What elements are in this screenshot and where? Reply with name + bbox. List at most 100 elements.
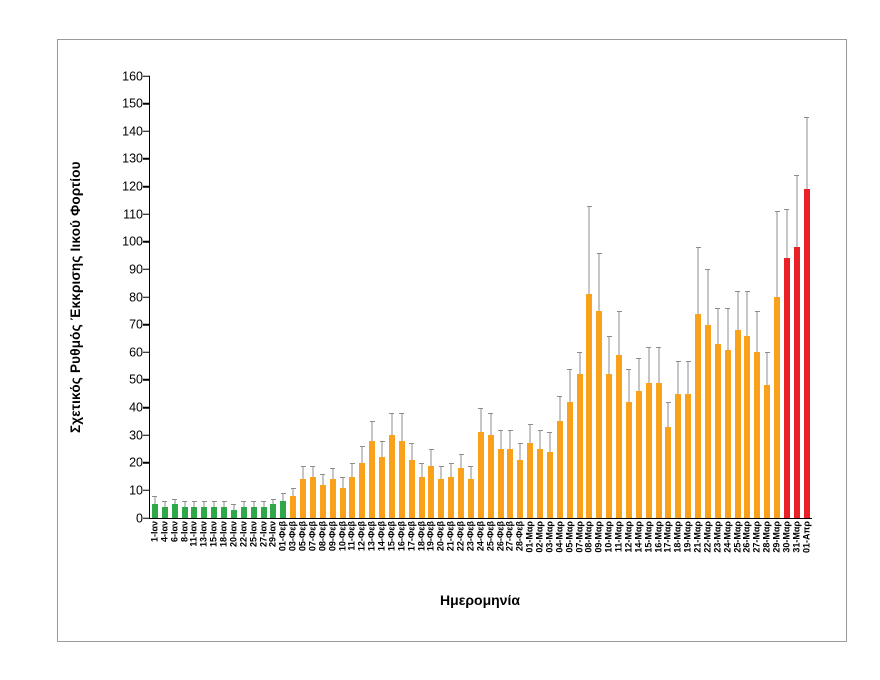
x-tick-label: 11-Μαρ — [613, 521, 624, 553]
bar-17-Μαρ — [665, 426, 672, 518]
bar-slot: 02-Μαρ — [535, 76, 545, 553]
x-tick-label: 19-Μαρ — [682, 521, 693, 553]
bar-slot: 12-Φεβ — [357, 76, 367, 551]
x-tick-label: 09-Φεβ — [327, 521, 338, 552]
x-tick-label: 1-Ιαν — [149, 521, 160, 543]
y-tick-label: 50 — [129, 372, 143, 387]
error-bar — [569, 368, 571, 436]
bar-slot: 19-Φεβ — [426, 76, 437, 551]
error-bar — [411, 443, 413, 477]
bar-21-Μαρ — [695, 313, 702, 518]
bar-slot: 25-Μαρ — [732, 76, 743, 553]
x-tick-label: 4-Ιαν — [159, 521, 170, 543]
x-tick-label: 21-Φεβ — [445, 521, 456, 552]
x-tick-label: 30-Μαρ — [781, 521, 792, 553]
bar-slot: 16-Μαρ — [653, 76, 664, 553]
y-tick-label: 150 — [122, 96, 143, 111]
error-bar — [638, 357, 640, 425]
bar-8-Ιαν — [181, 506, 188, 518]
bar-18-Μαρ — [675, 393, 682, 518]
bar-slot: 11-Ιαν — [189, 76, 200, 547]
bar-07-Φεβ — [309, 476, 316, 518]
y-tick-label: 70 — [129, 317, 143, 332]
y-tick-label: 100 — [122, 234, 143, 249]
bar-slot: 09-Μαρ — [594, 76, 604, 553]
bar-slot: 6-Ιαν — [169, 76, 180, 542]
y-tick-mark — [143, 351, 150, 353]
y-tick-mark — [143, 213, 150, 215]
y-tick-label: 110 — [123, 206, 143, 221]
bar-slot: 23-Μαρ — [712, 76, 723, 553]
y-tick-mark — [143, 517, 150, 519]
bar-slot: 03-Φεβ — [288, 76, 298, 551]
y-tick-label: 140 — [122, 124, 143, 138]
bar-05-Φεβ — [300, 479, 307, 518]
bar-slot: 10-Φεβ — [337, 76, 348, 551]
x-axis-title: Ημερομηνία — [440, 592, 520, 608]
y-tick-mark — [143, 379, 150, 381]
x-tick-label: 09-Μαρ — [593, 521, 604, 553]
bar-slot: 20-Φεβ — [436, 76, 446, 551]
x-tick-label: 22-Φεβ — [455, 521, 466, 552]
error-bar — [519, 443, 521, 477]
y-tick-mark — [143, 268, 150, 271]
bar-slot: 09-Φεβ — [327, 76, 338, 551]
bar-15-Ιαν — [211, 506, 218, 518]
bar-slot: 14-Μαρ — [633, 76, 644, 553]
x-tick-label: 31-Μαρ — [791, 521, 802, 553]
bar-15-Μαρ — [645, 382, 652, 518]
bar-slot: 25-Φεβ — [485, 76, 496, 551]
x-tick-label: 20-Ιαν — [228, 521, 239, 548]
bar-31-Μαρ — [793, 247, 800, 518]
bar-08-Φεβ — [319, 484, 326, 518]
x-tick-label: 25-Ιαν — [248, 521, 259, 548]
bar-26-Φεβ — [497, 448, 504, 518]
x-tick-label: 23-Φεβ — [465, 521, 476, 552]
bar-25-Μαρ — [734, 330, 741, 518]
bar-14-Φεβ — [379, 457, 386, 518]
bar-slot: 29-Ιαν — [268, 76, 279, 547]
bar-22-Μαρ — [704, 324, 711, 518]
bar-12-Μαρ — [625, 401, 632, 518]
error-bar — [628, 368, 630, 436]
bar-slot: 26-Φεβ — [495, 76, 506, 551]
bar-slot: 11-Φεβ — [347, 76, 358, 551]
bar-slot: 8-Ιαν — [179, 76, 190, 542]
y-tick-label: 130 — [122, 151, 143, 166]
x-tick-label: 14-Μαρ — [633, 521, 644, 553]
y-tick-mark — [143, 75, 150, 77]
x-tick-label: 01-Μαρ — [524, 521, 535, 553]
bar-slot: 26-Μαρ — [742, 76, 753, 553]
bar-slot: 23-Φεβ — [465, 76, 476, 551]
bar-slot: 04-Μαρ — [554, 76, 565, 553]
x-tick-label: 05-Φεβ — [297, 521, 308, 552]
x-tick-label: 20-Φεβ — [435, 521, 446, 552]
figure-frame: Σχετικός Ρυθμός Έκκρισης Ιικού Φορτίου 0… — [57, 39, 847, 642]
bar-01-Μαρ — [527, 443, 534, 518]
x-tick-label: 16-Φεβ — [396, 521, 407, 552]
y-tick-label: 120 — [122, 179, 143, 194]
x-tick-label: 03-Φεβ — [287, 521, 298, 552]
bar-4-Ιαν — [161, 506, 168, 518]
bar-15-Φεβ — [388, 435, 395, 518]
x-tick-label: 28-Μαρ — [761, 521, 772, 553]
bar-slot: 21-Φεβ — [446, 76, 456, 551]
bar-slot: 05-Φεβ — [298, 76, 308, 551]
x-tick-label: 08-Φεβ — [317, 521, 328, 552]
x-tick-label: 15-Μαρ — [643, 521, 654, 553]
bar-slot: 10-Μαρ — [604, 76, 614, 553]
bar-13-Ιαν — [201, 506, 208, 518]
y-tick-mark — [143, 434, 150, 436]
bar-slot: 15-Φεβ — [386, 76, 397, 551]
bar-slot: 22-Ιαν — [238, 76, 249, 547]
bar-27-Ιαν — [260, 506, 267, 518]
bar-23-Μαρ — [714, 343, 721, 518]
x-tick-label: 23-Μαρ — [712, 521, 723, 553]
bar-slot: 08-Φεβ — [317, 76, 328, 551]
bar-slot: 11-Μαρ — [614, 76, 624, 552]
bar-slot: 28-Φεβ — [515, 76, 525, 551]
x-tick-label: 13-Φεβ — [366, 521, 377, 552]
y-tick-mark — [143, 241, 150, 243]
bar-30-Μαρ — [783, 258, 790, 518]
